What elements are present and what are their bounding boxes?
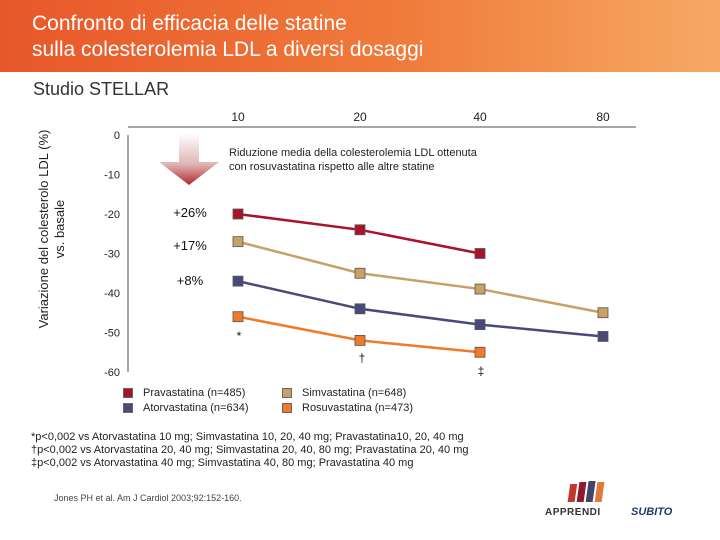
legend-rosuvastatina: Rosuvastatina (n=473) (282, 402, 413, 414)
y-tick-label: -60 (104, 367, 120, 379)
x-tick-label: 40 (473, 110, 487, 124)
legend-label-atorvastatina: Atorvastatina (n=634) (143, 402, 249, 414)
data-point (232, 275, 244, 287)
legend-label-simvastatina: Simvastatina (n=648) (302, 387, 407, 399)
legend-swatch-pravastatina (123, 388, 133, 398)
footnotes: *p<0,002 vs Atorvastatina 10 mg; Simvast… (31, 431, 469, 470)
data-point (232, 311, 244, 323)
y-tick-label: -50 (104, 328, 120, 340)
footnote-3: ‡p<0,002 vs Atorvastatina 40 mg; Simvast… (31, 457, 414, 469)
footnote-1: *p<0,002 vs Atorvastatina 10 mg; Simvast… (31, 431, 464, 443)
percent-label: +26% (173, 205, 207, 220)
series-line (237, 279, 604, 338)
data-point (474, 346, 486, 358)
legend-label-rosuvastatina: Rosuvastatina (n=473) (302, 402, 413, 414)
legend-simvastatina: Simvastatina (n=648) (282, 387, 406, 399)
data-point (354, 303, 366, 315)
series-line (237, 315, 481, 354)
chart-annotation: Riduzione media della colesterolemia LDL… (229, 147, 477, 173)
y-tick-label: -30 (104, 249, 120, 261)
percent-label: +17% (173, 238, 207, 253)
legend-pravastatina: Pravastatina (n=485) (123, 387, 245, 399)
apprendi-subito-logo: APPRENDI SUBITO (543, 478, 703, 526)
down-arrow-icon (159, 133, 219, 185)
y-tick-label: 0 (114, 130, 120, 142)
data-point (232, 208, 244, 220)
data-point (354, 224, 366, 236)
data-point (597, 307, 609, 319)
data-point (354, 267, 366, 279)
significance-mark: * (237, 329, 242, 343)
x-tick-label: 10 (231, 110, 245, 124)
data-point (474, 248, 486, 259)
significance-mark: † (359, 351, 366, 365)
source-citation: Jones PH et al. Am J Cardiol 2003;92:152… (54, 493, 242, 503)
logo-apprendi-text: APPRENDI (545, 507, 601, 518)
legend-atorvastatina: Atorvastatina (n=634) (123, 402, 248, 414)
legend-swatch-simvastatina (282, 388, 292, 398)
y-tick-label: -10 (104, 170, 120, 182)
data-point (232, 236, 244, 248)
data-point (474, 319, 486, 331)
x-tick-label: 80 (596, 110, 610, 124)
legend-swatch-rosuvastatina (282, 403, 292, 413)
data-point (597, 331, 609, 342)
legend-swatch-atorvastatina (123, 403, 133, 413)
page-title: Confronto di efficacia delle statine sul… (32, 12, 424, 61)
logo-mark-icon (567, 481, 605, 502)
page-subtitle: Studio STELLAR (33, 79, 170, 99)
series-line (237, 240, 604, 314)
data-point (474, 283, 486, 295)
title-banner: Confronto di efficacia delle statine sul… (0, 0, 720, 72)
data-point (354, 334, 366, 346)
legend-label-pravastatina: Pravastatina (n=485) (143, 387, 246, 399)
x-tick-label: 20 (353, 110, 367, 124)
y-tick-label: -20 (104, 209, 120, 221)
significance-mark: ‡ (478, 364, 485, 378)
footnote-2: †p<0,002 vs Atorvastatina 20, 40 mg; Sim… (31, 444, 469, 456)
logo-subito-text: SUBITO (631, 506, 673, 518)
y-tick-label: -40 (104, 288, 120, 300)
percent-label: +8% (177, 273, 204, 288)
